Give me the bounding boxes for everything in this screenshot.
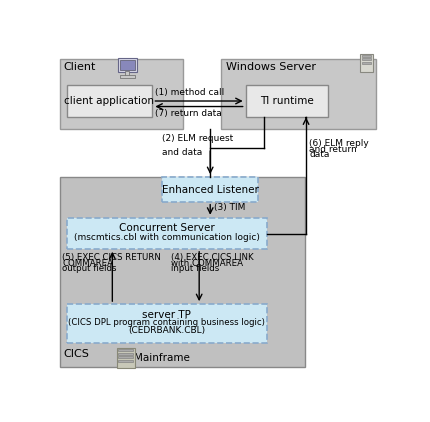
Text: output fields: output fields — [62, 265, 117, 273]
Bar — [120, 75, 135, 78]
Bar — [60, 177, 305, 368]
Bar — [60, 59, 183, 129]
Text: and return: and return — [309, 145, 356, 154]
Text: COMMAREA: COMMAREA — [62, 259, 113, 268]
Text: Mainframe: Mainframe — [134, 353, 190, 362]
Bar — [125, 71, 129, 76]
Text: (7) return data: (7) return data — [155, 109, 221, 118]
Text: Windows Server: Windows Server — [225, 62, 315, 72]
Text: (CEDRBANK.CBL): (CEDRBANK.CBL) — [128, 326, 205, 335]
Text: (1) method call: (1) method call — [155, 89, 224, 97]
Bar — [361, 62, 370, 64]
Text: input fields: input fields — [170, 265, 218, 273]
Text: Enhanced Listener: Enhanced Listener — [161, 184, 258, 195]
Text: (4) EXEC CICS LINK: (4) EXEC CICS LINK — [170, 253, 253, 262]
Bar — [361, 58, 370, 60]
Text: (CICS DPL program containing business logic): (CICS DPL program containing business lo… — [68, 318, 264, 327]
Text: (mscmtics.cbl with communication logic): (mscmtics.cbl with communication logic) — [74, 233, 259, 242]
Bar — [66, 85, 151, 117]
Bar — [118, 349, 133, 351]
Bar — [118, 360, 133, 362]
Text: (6) ELM reply: (6) ELM reply — [309, 139, 369, 148]
Text: (5) EXEC CICS RETURN: (5) EXEC CICS RETURN — [62, 253, 161, 262]
Text: CICS: CICS — [63, 349, 89, 359]
Text: (3) TIM: (3) TIM — [213, 203, 244, 212]
Text: Concurrent Server: Concurrent Server — [119, 222, 214, 233]
Bar — [246, 85, 327, 117]
Text: with COMMAREA: with COMMAREA — [170, 259, 242, 268]
Bar — [359, 54, 372, 72]
Text: (2) ELM request: (2) ELM request — [162, 134, 233, 143]
Text: and data: and data — [162, 148, 202, 157]
Text: server TP: server TP — [142, 311, 191, 320]
Text: TI runtime: TI runtime — [259, 96, 313, 106]
Bar — [120, 60, 135, 70]
Bar — [66, 304, 266, 343]
Text: client application: client application — [64, 96, 154, 106]
Bar — [66, 218, 266, 249]
Bar — [162, 177, 257, 202]
Bar — [221, 59, 375, 129]
Bar — [116, 348, 135, 368]
Text: Client: Client — [63, 62, 95, 72]
Bar — [118, 356, 133, 358]
Bar — [118, 58, 136, 72]
Bar — [361, 55, 370, 57]
Bar — [118, 353, 133, 355]
Text: data: data — [309, 150, 329, 159]
